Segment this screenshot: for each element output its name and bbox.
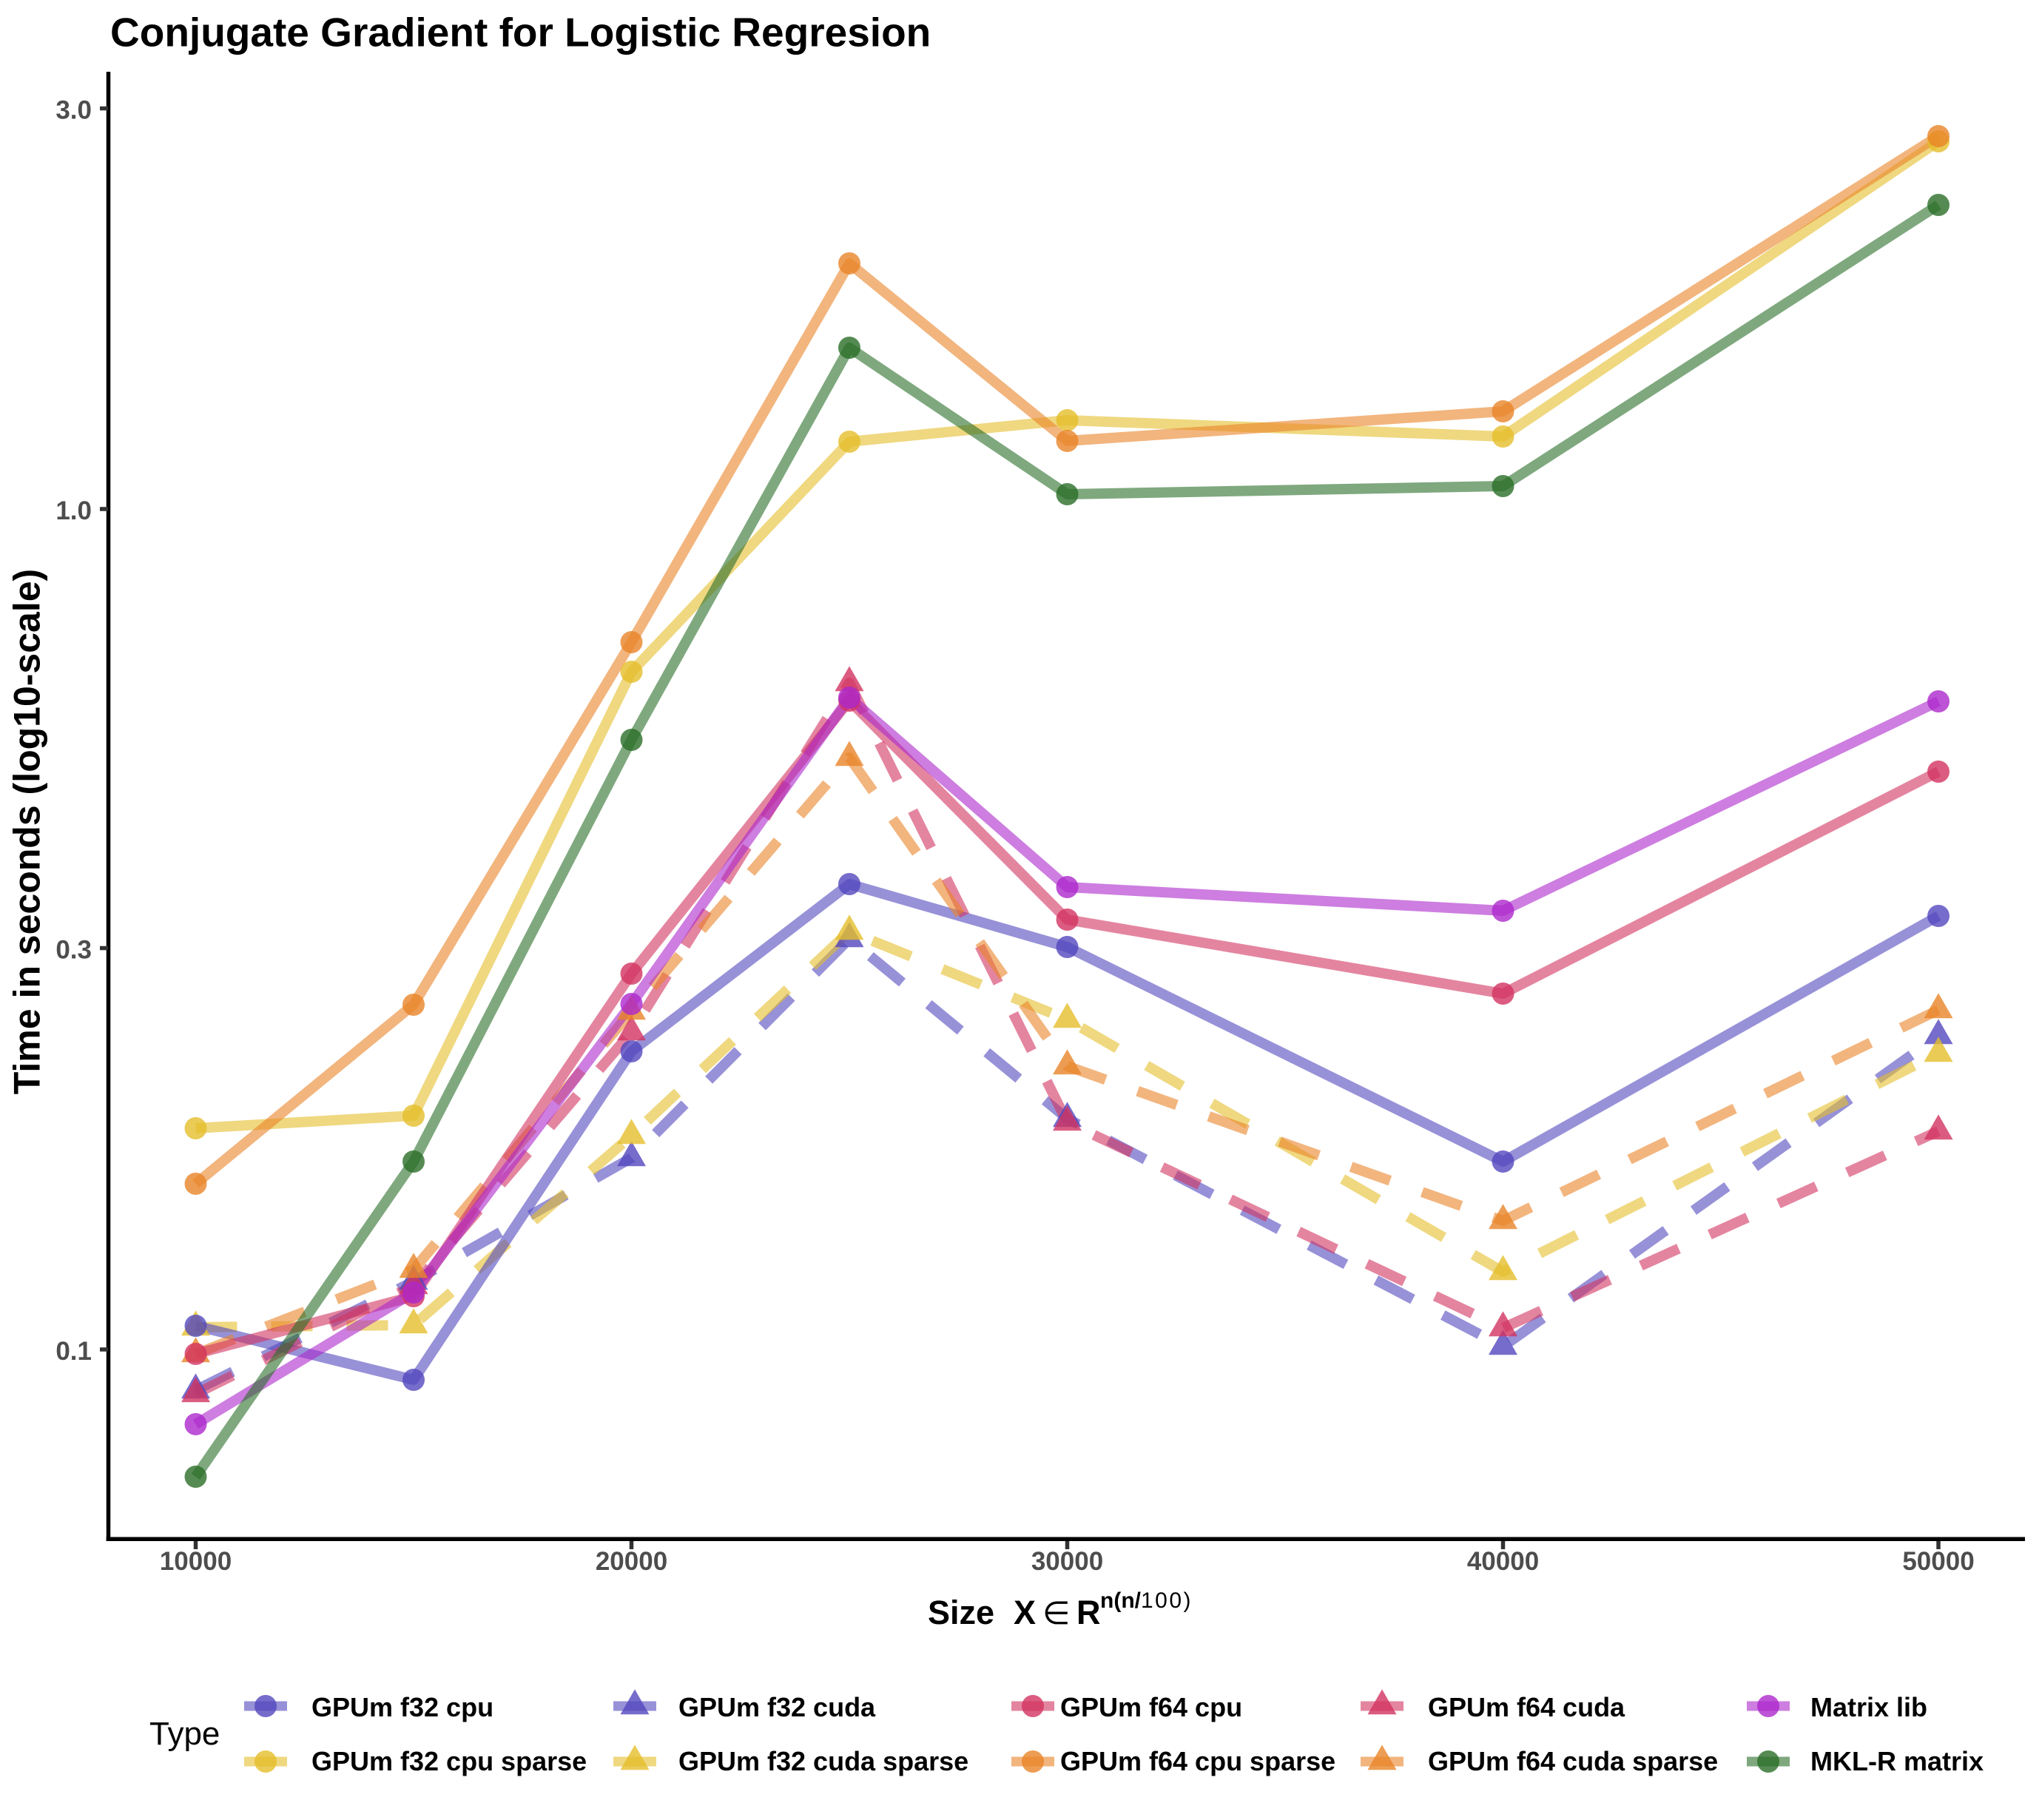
svg-text:20000: 20000 (596, 1547, 667, 1576)
svg-text:GPUm f64 cuda sparse: GPUm f64 cuda sparse (1428, 1746, 1718, 1776)
svg-text:0.3: 0.3 (55, 936, 92, 965)
svg-text:GPUm f32 cpu sparse: GPUm f32 cpu sparse (311, 1746, 587, 1776)
svg-text:0.1: 0.1 (55, 1337, 92, 1366)
svg-text:GPUm f32 cpu: GPUm f32 cpu (311, 1692, 493, 1722)
svg-text:Type: Type (149, 1716, 220, 1752)
svg-text:Matrix lib: Matrix lib (1810, 1692, 1927, 1722)
svg-text:GPUm f64 cuda: GPUm f64 cuda (1428, 1692, 1625, 1722)
svg-text:50000: 50000 (1902, 1547, 1974, 1576)
svg-text:Time in seconds (log10-scale): Time in seconds (log10-scale) (7, 569, 48, 1094)
svg-text:1.0: 1.0 (55, 496, 92, 525)
svg-text:GPUm f32 cuda: GPUm f32 cuda (678, 1692, 876, 1722)
svg-text:GPUm f64 cpu: GPUm f64 cpu (1060, 1692, 1242, 1722)
svg-text:40000: 40000 (1467, 1547, 1539, 1576)
svg-text:3.0: 3.0 (55, 96, 92, 125)
svg-text:GPUm f32 cuda sparse: GPUm f32 cuda sparse (678, 1746, 968, 1776)
svg-text:10000: 10000 (160, 1547, 232, 1576)
svg-text:Conjugate Gradient for Logisti: Conjugate Gradient for Logistic Regresio… (110, 10, 931, 55)
svg-text:30000: 30000 (1031, 1547, 1103, 1576)
svg-text:MKL-R matrix: MKL-R matrix (1810, 1746, 1984, 1776)
svg-text:GPUm f64 cpu sparse: GPUm f64 cpu sparse (1060, 1746, 1335, 1776)
